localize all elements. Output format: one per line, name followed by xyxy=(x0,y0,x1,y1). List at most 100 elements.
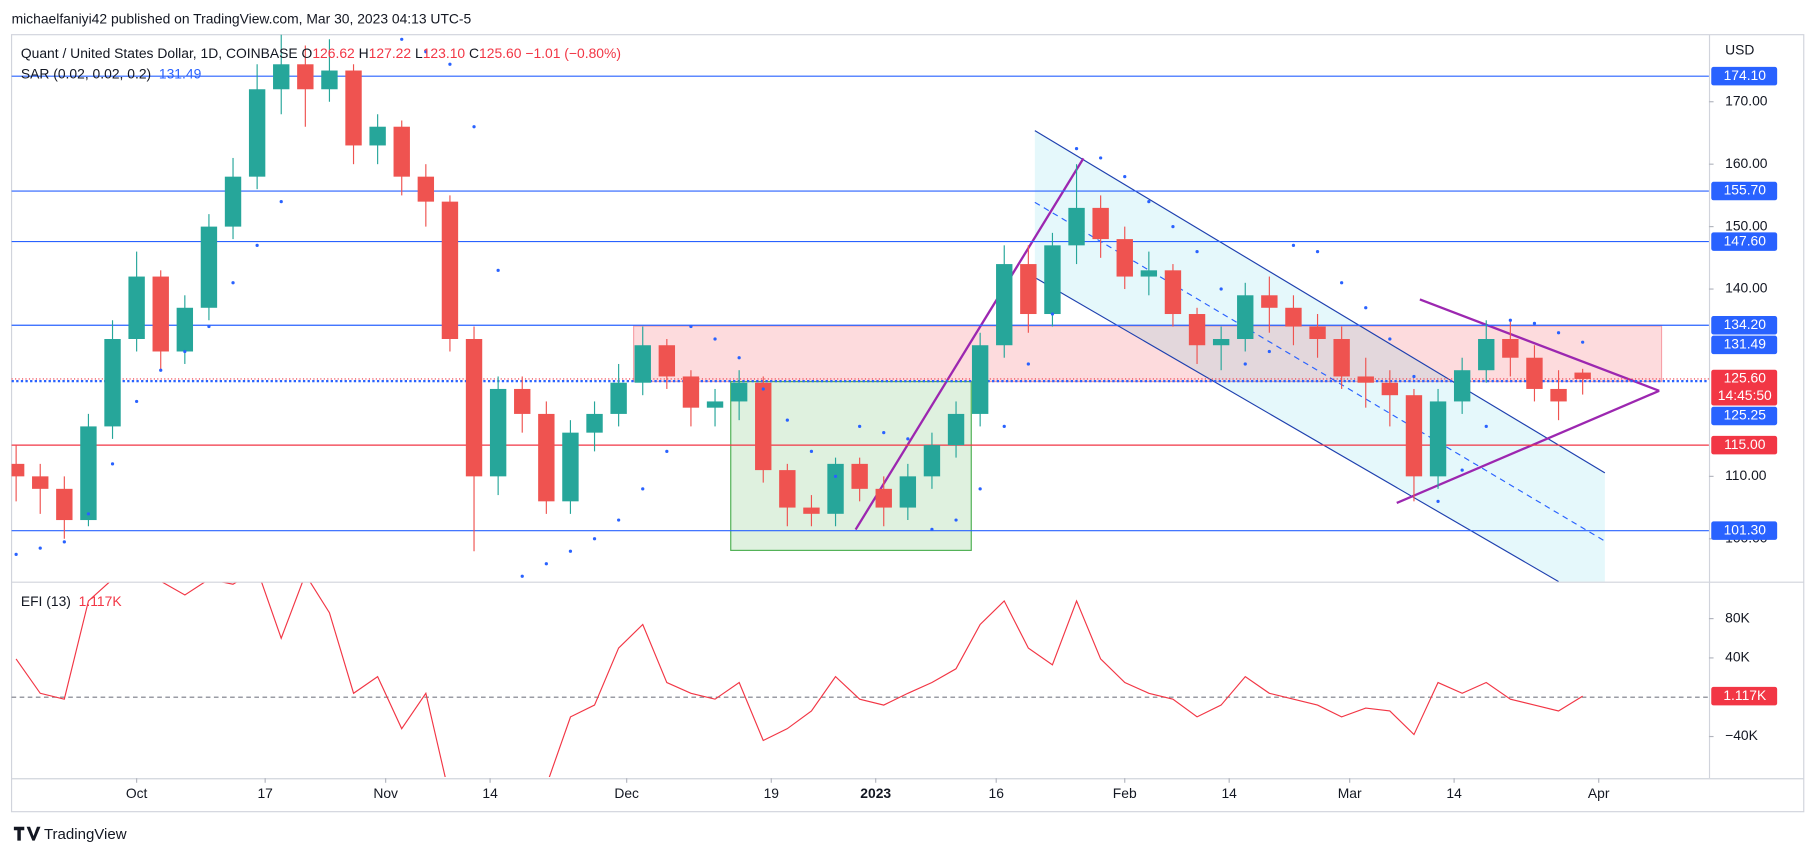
sar-dot xyxy=(255,243,259,247)
candles xyxy=(11,34,1591,578)
candle-body xyxy=(56,488,73,521)
candle-body xyxy=(538,413,555,502)
sar-dot xyxy=(1002,424,1006,429)
level-tag-label: 101.30 xyxy=(1724,521,1767,537)
candle-body xyxy=(1068,207,1085,246)
frame xyxy=(10,34,1805,813)
candle-body xyxy=(1453,370,1471,402)
candle-body xyxy=(345,70,362,146)
sar-dot xyxy=(833,474,838,478)
sar-tag-label: 131.49 xyxy=(1724,336,1767,352)
ohlc-key: L xyxy=(414,45,423,62)
level-tag xyxy=(1711,316,1778,335)
candle-body xyxy=(996,264,1013,346)
sar-dot xyxy=(1123,175,1127,179)
candle-body xyxy=(369,126,386,146)
sar-dot xyxy=(1267,349,1271,354)
candle-body xyxy=(176,307,194,352)
ohlc-key: C xyxy=(469,45,480,62)
sar-dot xyxy=(1026,362,1030,366)
sar-dot xyxy=(1364,306,1368,310)
candle-body xyxy=(104,338,121,427)
y-tick-label: 170.00 xyxy=(1725,92,1768,108)
candle-body xyxy=(1164,270,1182,315)
efi-tag xyxy=(1711,686,1778,706)
sar-dot xyxy=(1581,340,1585,344)
level-tag xyxy=(1711,66,1778,86)
candle-body xyxy=(779,470,796,508)
candle-body xyxy=(152,276,169,352)
last-price-tag xyxy=(1711,369,1778,406)
sar-dot xyxy=(1460,468,1464,472)
channel-mid xyxy=(1034,201,1606,542)
ohlc-value: 127.22 xyxy=(368,45,412,62)
y-tick-label: 150.00 xyxy=(1725,217,1768,233)
candle-body xyxy=(1357,376,1374,383)
efi-tag-label: 1.117K xyxy=(1723,687,1767,703)
candle-body xyxy=(1429,401,1447,477)
sar-dot xyxy=(1412,374,1416,379)
level-tag xyxy=(1711,232,1778,251)
candle-body xyxy=(586,413,603,433)
candle-body xyxy=(321,70,338,90)
logo: TradingView xyxy=(13,826,127,843)
candle-body xyxy=(755,382,772,471)
candle-body xyxy=(1188,314,1206,346)
candle-body xyxy=(1237,295,1254,339)
sar-dot xyxy=(1243,362,1247,366)
candle-body xyxy=(682,376,700,408)
efi-pane xyxy=(11,582,1709,777)
ohlc-key: H xyxy=(358,45,369,62)
candle-body xyxy=(465,338,483,477)
candle-body xyxy=(393,126,410,177)
candle-body xyxy=(1092,207,1109,240)
efi-tick-label: 80K xyxy=(1725,609,1750,625)
sar-dot xyxy=(978,487,982,491)
sar-dot xyxy=(544,562,548,566)
candle-body xyxy=(248,89,266,177)
candle-body xyxy=(875,488,892,508)
candle-body xyxy=(562,432,579,502)
sar-dot xyxy=(858,424,862,429)
candle-body xyxy=(1550,388,1567,402)
level-tag xyxy=(1711,521,1778,540)
sar-dot xyxy=(38,546,42,550)
x-tick-label: Mar xyxy=(1338,785,1362,801)
level-tag-label: 134.20 xyxy=(1724,316,1767,332)
sar-dot xyxy=(1484,424,1488,429)
ohlc-key: O xyxy=(301,45,313,62)
sar-dot xyxy=(1074,146,1079,151)
sar-dot xyxy=(1147,200,1151,204)
sar-dot xyxy=(954,518,958,522)
sar-dot xyxy=(1219,287,1223,291)
last-price-tag-label: 125.60 xyxy=(1724,370,1767,386)
sar-dot xyxy=(62,540,66,544)
candle-body xyxy=(1020,264,1037,315)
sar-dot xyxy=(785,418,789,422)
efi-tick-label: −40K xyxy=(1725,727,1759,743)
currency: USD xyxy=(1725,42,1754,58)
sar-dot xyxy=(1556,331,1561,335)
footer: TradingView xyxy=(44,826,127,843)
candle-body xyxy=(1502,338,1519,358)
sar-dot xyxy=(737,356,741,360)
sar-dot xyxy=(1340,281,1344,285)
channel-top xyxy=(1034,130,1606,474)
sar-tag xyxy=(1711,335,1778,355)
candle-body xyxy=(1381,382,1399,396)
candle-body xyxy=(1285,307,1302,327)
sar-dot xyxy=(135,399,139,404)
level-tag-label: 115.00 xyxy=(1724,436,1766,452)
ohlc-value: 125.60 xyxy=(479,45,522,62)
ohlc-value: 123.10 xyxy=(422,45,466,62)
levels xyxy=(11,75,1709,532)
sar-dot xyxy=(1171,224,1175,229)
sar-dot xyxy=(231,281,235,285)
sar-dot xyxy=(159,368,163,372)
sar-dot xyxy=(809,449,814,453)
level-tag-label: 174.10 xyxy=(1724,67,1767,83)
x-tick-label: 19 xyxy=(764,785,780,801)
